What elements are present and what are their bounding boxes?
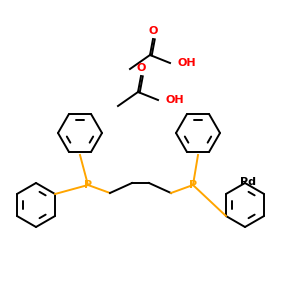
Text: OH: OH [177, 58, 196, 68]
Text: P: P [84, 180, 92, 190]
Text: Pd: Pd [240, 177, 256, 187]
Text: OH: OH [165, 95, 184, 105]
Text: P: P [189, 180, 197, 190]
Text: O: O [148, 26, 158, 36]
Text: O: O [136, 63, 146, 73]
